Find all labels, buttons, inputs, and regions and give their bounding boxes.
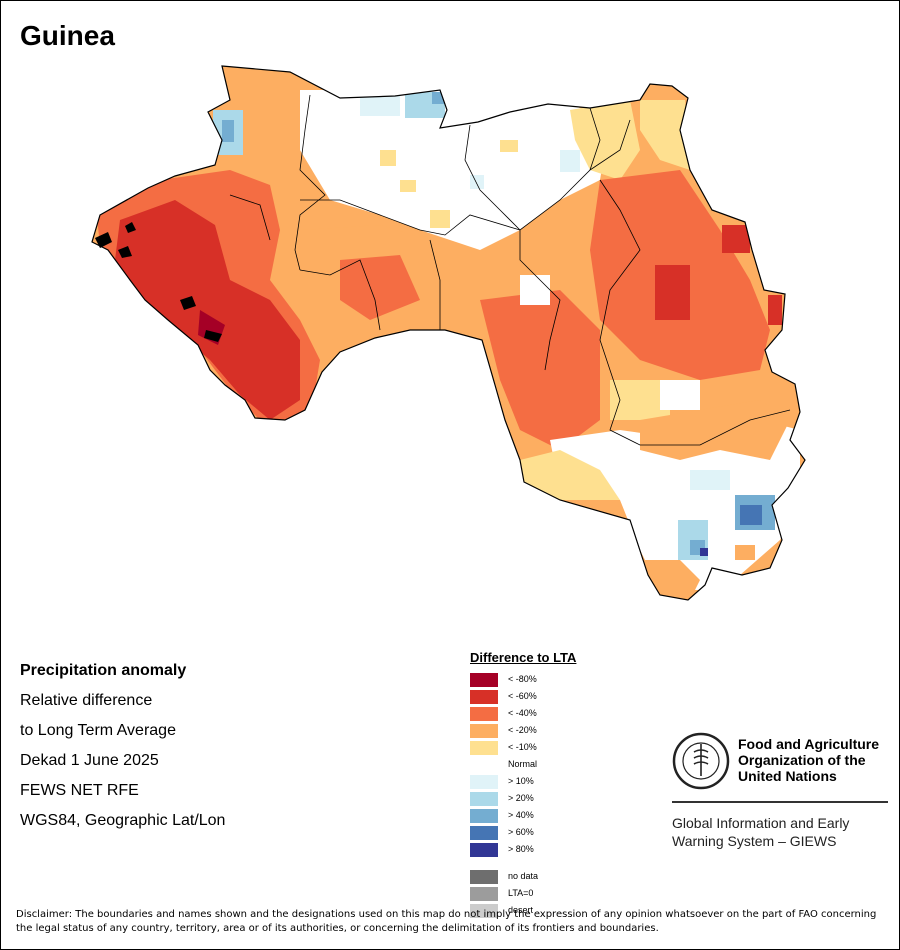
giews-line-2: Warning System – GIEWS [672, 833, 837, 849]
legend-item-special-1: LTA=0 [470, 887, 590, 901]
legend-swatch [470, 792, 498, 806]
legend-swatch [470, 887, 498, 901]
legend-item-class-10: > 80% [470, 843, 590, 857]
guinea-anomaly-map [91, 65, 806, 601]
legend-label: < -80% [508, 674, 537, 684]
info-line-3: Dekad 1 June 2025 [20, 752, 159, 769]
legend-item-class-6: > 10% [470, 775, 590, 789]
legend-swatch [470, 741, 498, 755]
map-title: Guinea [20, 20, 115, 51]
legend-swatch [470, 758, 498, 772]
fao-name-line-2: Organization of the [738, 752, 866, 768]
info-line-5: WGS84, Geographic Lat/Lon [20, 812, 226, 829]
info-heading: Precipitation anomaly [20, 662, 187, 679]
fao-name: Food and Agriculture Organization of the… [738, 736, 898, 784]
legend-swatch [470, 809, 498, 823]
legend-item-special-0: no data [470, 870, 590, 884]
legend-label: < -60% [508, 691, 537, 701]
fao-divider [672, 801, 888, 803]
legend-label: desert [508, 905, 534, 915]
giews-text: Global Information and Early Warning Sys… [672, 814, 892, 850]
fao-logo-icon [672, 732, 730, 790]
legend-swatch [470, 904, 498, 918]
legend-title: Difference to LTA [470, 650, 577, 665]
legend-swatch [470, 826, 498, 840]
legend-label: > 60% [508, 827, 534, 837]
legend-swatch [470, 724, 498, 738]
legend-label: LTA=0 [508, 888, 534, 898]
legend-label: no data [508, 871, 539, 881]
fao-name-line-3: United Nations [738, 768, 837, 784]
giews-line-1: Global Information and Early [672, 815, 850, 831]
fao-name-line-1: Food and Agriculture [738, 736, 880, 752]
legend-label: < -40% [508, 708, 537, 718]
legend-item-class-7: > 20% [470, 792, 590, 806]
legend-item-class-9: > 60% [470, 826, 590, 840]
legend-item-class-1: < -60% [470, 690, 590, 704]
map-info: Precipitation anomaly Relative differenc… [20, 656, 225, 836]
legend: Difference to LTA < -80% < -60% < -40% < -2… [470, 650, 577, 918]
legend-swatch [470, 690, 498, 704]
info-line-2: to Long Term Average [20, 722, 176, 739]
legend-label: < -10% [508, 742, 537, 752]
legend-label: > 10% [508, 776, 534, 786]
legend-item-class-5: Normal [470, 758, 590, 772]
legend-label: > 20% [508, 793, 534, 803]
legend-swatch [470, 775, 498, 789]
legend-item-class-3: < -20% [470, 724, 590, 738]
legend-item-class-4: < -10% [470, 741, 590, 755]
info-line-4: FEWS NET RFE [20, 782, 139, 799]
legend-item-special-2: desert [470, 904, 590, 918]
disclaimer: Disclaimer: The boundaries and names sho… [16, 909, 877, 934]
legend-label: < -20% [508, 725, 537, 735]
legend-swatch [470, 843, 498, 857]
legend-label: > 80% [508, 844, 534, 854]
legend-label: > 40% [508, 810, 534, 820]
legend-item-class-0: < -80% [470, 673, 590, 687]
legend-swatch [470, 707, 498, 721]
info-line-1: Relative difference [20, 692, 153, 709]
legend-item-class-2: < -40% [470, 707, 590, 721]
legend-swatch [470, 673, 498, 687]
legend-label: Normal [508, 759, 538, 769]
legend-item-class-8: > 40% [470, 809, 590, 823]
legend-swatch [470, 870, 498, 884]
